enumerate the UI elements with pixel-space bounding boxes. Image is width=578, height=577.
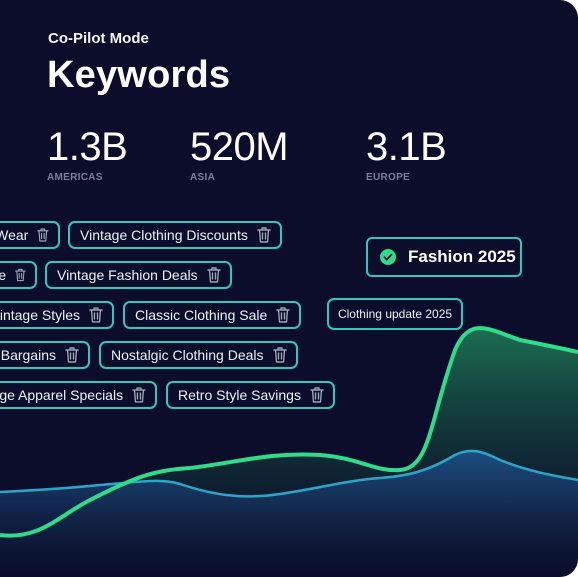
stat-asia: 520M ASIA (190, 124, 289, 183)
stat-europe: 3.1B EUROPE (366, 124, 447, 183)
keyword-chip[interactable]: Vintage Clothing Discounts (68, 221, 282, 249)
trash-icon[interactable] (275, 306, 291, 324)
mode-label: Co-Pilot Mode (48, 30, 149, 47)
check-circle-icon (380, 249, 396, 265)
trash-icon[interactable] (64, 346, 80, 364)
trash-icon[interactable] (256, 226, 272, 244)
trash-icon[interactable] (272, 346, 288, 364)
keyword-text: Vintage Fashion Deals (57, 267, 198, 283)
keyword-chip[interactable]: intage Styles (0, 301, 114, 329)
trash-icon[interactable] (14, 266, 27, 284)
trash-icon[interactable] (36, 226, 50, 244)
keyword-chip[interactable]: Wear (0, 221, 60, 249)
trash-icon[interactable] (131, 386, 147, 404)
stat-label: EUROPE (366, 172, 411, 183)
keyword-text: Retro Style Savings (178, 387, 301, 403)
stat-label: ASIA (190, 172, 216, 183)
update-tag-text: Clothing update 2025 (337, 307, 453, 321)
keyword-chip[interactable]: Bargains (0, 341, 90, 369)
trash-icon[interactable] (206, 266, 222, 284)
green-series-line (0, 326, 578, 538)
blue-series-line (0, 449, 578, 498)
stat-label: AMERICAS (47, 172, 103, 183)
keyword-chip[interactable]: Retro Style Savings (166, 381, 335, 409)
keyword-text: e (0, 267, 6, 283)
page-title: Keywords (47, 54, 231, 96)
keyword-text: ge Apparel Specials (0, 387, 124, 403)
keyword-text: Bargains (0, 347, 56, 363)
keyword-text: Vintage Clothing Discounts (80, 227, 248, 243)
stat-value: 3.1B (366, 125, 447, 169)
stat-value: 520M (190, 125, 289, 169)
trash-icon[interactable] (88, 306, 104, 324)
selected-keyword-tag[interactable]: Fashion 2025 (366, 237, 522, 277)
keyword-text: Classic Clothing Sale (135, 307, 268, 323)
keyword-chip[interactable]: e (0, 261, 37, 289)
selected-keyword-text: Fashion 2025 (408, 247, 516, 266)
keyword-chip[interactable]: Nostalgic Clothing Deals (99, 341, 298, 369)
keyword-chip[interactable]: ge Apparel Specials (0, 381, 157, 409)
keyword-text: intage Styles (0, 307, 81, 323)
update-tag[interactable]: Clothing update 2025 (327, 298, 463, 330)
keyword-text: Nostalgic Clothing Deals (111, 347, 264, 363)
stat-value: 1.3B (47, 125, 128, 169)
trash-icon[interactable] (309, 386, 325, 404)
keyword-chip[interactable]: Classic Clothing Sale (123, 301, 302, 329)
keyword-text: Wear (0, 227, 29, 243)
stat-americas: 1.3B AMERICAS (47, 124, 128, 183)
keyword-chip[interactable]: Vintage Fashion Deals (45, 261, 232, 289)
